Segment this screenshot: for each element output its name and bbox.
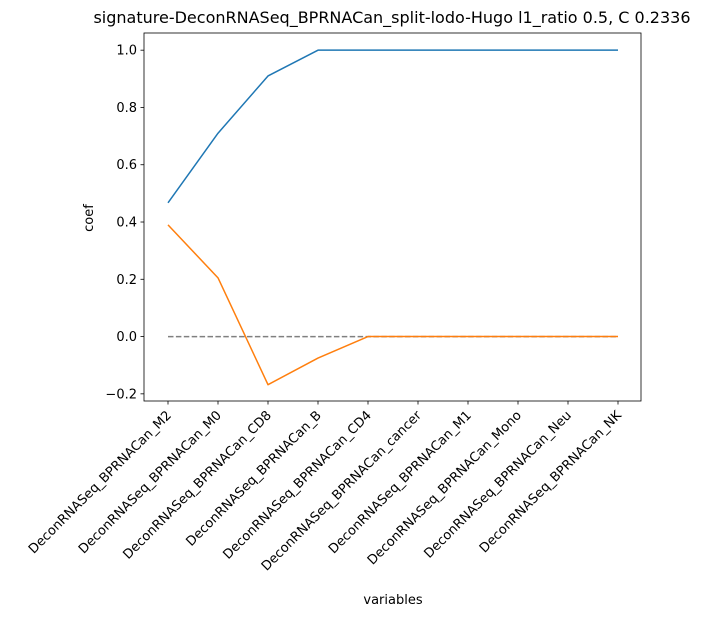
plot-area: −0.20.00.20.40.60.81.0DeconRNASeq_BPRNAC… bbox=[26, 32, 642, 574]
y-tick-label: 0.4 bbox=[116, 216, 137, 231]
y-axis-label: coef bbox=[82, 204, 97, 232]
x-axis-label: variables bbox=[363, 593, 422, 608]
y-tick-label: 0.0 bbox=[116, 330, 137, 345]
y-tick-label: 0.2 bbox=[116, 273, 137, 288]
y-tick-label: 0.6 bbox=[116, 158, 137, 173]
series-line-2 bbox=[167, 224, 618, 386]
y-tick-label: 1.0 bbox=[116, 44, 137, 59]
series-line-1 bbox=[167, 49, 618, 204]
plot-frame bbox=[143, 32, 642, 402]
y-tick-label: 0.8 bbox=[116, 101, 137, 116]
chart-title: signature-DeconRNASeq_BPRNACan_split-lod… bbox=[93, 8, 690, 28]
y-tick-label: −0.2 bbox=[105, 387, 137, 402]
